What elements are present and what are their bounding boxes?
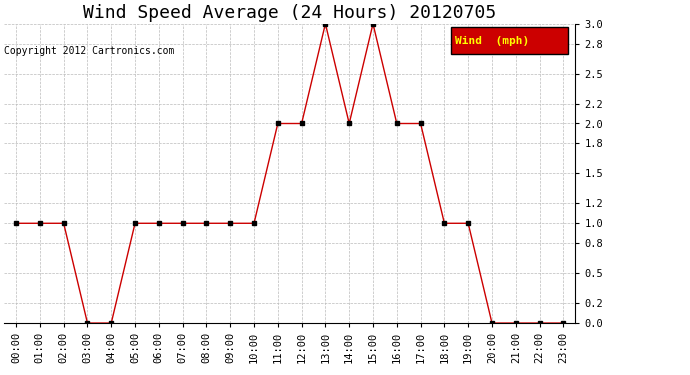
Text: Copyright 2012 Cartronics.com: Copyright 2012 Cartronics.com xyxy=(4,46,175,56)
Text: Wind  (mph): Wind (mph) xyxy=(455,36,529,46)
Title: Wind Speed Average (24 Hours) 20120705: Wind Speed Average (24 Hours) 20120705 xyxy=(83,4,496,22)
